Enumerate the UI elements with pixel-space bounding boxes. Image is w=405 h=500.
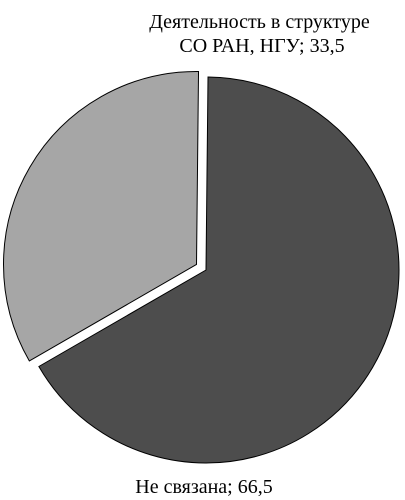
slice-label-unrelated-line1: Не связана; 66,5 [135, 476, 273, 498]
slice-label-research-line1: Деятельность в структуре [149, 11, 370, 33]
slice-label-research: Деятельность в структуре СО РАН, НГУ; 33… [149, 11, 374, 57]
slice-label-unrelated: Не связана; 66,5 [135, 476, 273, 498]
pie-slice-unrelated [38, 76, 400, 464]
slice-label-research-line2: СО РАН, НГУ; 33,5 [179, 35, 344, 57]
pie-slices [3, 70, 400, 464]
pie-slice-research [3, 70, 200, 362]
